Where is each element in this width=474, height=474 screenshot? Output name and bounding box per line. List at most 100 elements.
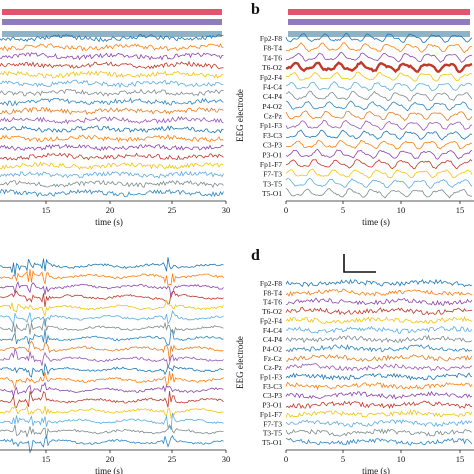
channel-label: P3-O1: [262, 401, 282, 410]
eeg-trace: [285, 316, 473, 325]
x-tick-label: 0: [284, 205, 288, 215]
eeg-trace: [285, 400, 473, 410]
x-tick-label: 20: [106, 454, 115, 464]
x-axis-label: time (s): [95, 466, 123, 474]
x-tick-label: 15: [456, 454, 465, 464]
eeg-trace: [0, 405, 224, 420]
channel-label: T5-O1: [262, 189, 282, 198]
annotation-bar: [288, 9, 470, 15]
eeg-trace: [0, 52, 224, 61]
eeg-trace: [285, 51, 473, 63]
panel-a: 15 20 25 30 time (s): [0, 9, 230, 227]
eeg-trace: [285, 428, 473, 437]
eeg-trace: [285, 344, 473, 353]
eeg-trace: [0, 152, 224, 161]
eeg-trace: [285, 81, 473, 92]
eeg-trace: [285, 90, 473, 102]
eeg-trace: [285, 110, 473, 122]
eeg-trace: [0, 97, 224, 107]
eeg-trace: [0, 43, 224, 52]
eeg-trace: [285, 390, 473, 400]
eeg-trace: [0, 413, 224, 430]
channel-label: P3-O1: [262, 150, 282, 159]
annotation-bar: [2, 19, 222, 25]
channel-label: F8-T4: [263, 44, 282, 53]
channel-label: F3-C3: [263, 131, 282, 140]
x-tick-label: 30: [222, 205, 231, 215]
eeg-trace: [0, 143, 224, 152]
channel-label: P4-O2: [262, 102, 282, 111]
eeg-trace: [0, 340, 224, 362]
eeg-trace: [0, 310, 224, 327]
eeg-trace: [0, 133, 224, 143]
channel-label: Cz-Pz: [264, 112, 283, 121]
channel-label: T3-T5: [263, 429, 282, 438]
x-tick-label: 5: [341, 454, 345, 464]
channel-label: T3-T5: [263, 179, 282, 188]
eeg-trace: [285, 437, 473, 446]
panel-letter: b: [251, 1, 260, 18]
channel-label: Fp1-F7: [260, 160, 282, 169]
x-tick-label: 30: [222, 454, 231, 464]
eeg-trace: [285, 353, 473, 363]
eeg-trace: [0, 424, 224, 439]
channel-label: Fz-Cz: [264, 354, 283, 363]
eeg-trace: [0, 317, 224, 335]
annotation-bar: [2, 9, 222, 15]
channel-label: F3-C3: [263, 382, 282, 391]
channel-label: C3-P3: [263, 391, 282, 400]
x-tick-label: 20: [106, 205, 115, 215]
eeg-trace: [285, 168, 473, 179]
channel-label: F4-C4: [263, 82, 282, 91]
eeg-trace: [285, 100, 473, 112]
annotation-bar: [288, 31, 470, 37]
x-axis-label: time (s): [362, 466, 390, 474]
eeg-trace: [285, 419, 473, 428]
x-tick-label: 15: [456, 205, 465, 215]
eeg-trace: [285, 288, 473, 297]
eeg-trace: [0, 390, 224, 408]
eeg-trace: [0, 280, 224, 298]
eeg-trace: [0, 116, 224, 125]
x-tick-label: 25: [168, 205, 177, 215]
eeg-trace: [0, 88, 224, 97]
x-tick-label: 5: [341, 205, 345, 215]
eeg-trace: [0, 70, 224, 79]
eeg-trace: [0, 257, 224, 276]
eeg-trace: [285, 297, 473, 306]
annotation-bar: [2, 31, 222, 37]
channel-label: Cz-Pz: [264, 363, 283, 372]
eeg-trace: [0, 188, 224, 198]
eeg-trace: [285, 42, 473, 54]
eeg-trace: [0, 33, 224, 43]
panel-letter: d: [251, 247, 260, 264]
eeg-trace: [285, 119, 473, 131]
eeg-trace: [285, 278, 473, 288]
eeg-trace: [285, 177, 473, 189]
channel-label: T6-O2: [262, 307, 282, 316]
y-axis-label: EEG electrode: [235, 336, 245, 389]
eeg-trace: [285, 32, 473, 43]
panel-c: 15 20 25 30 time (s): [0, 257, 230, 474]
channel-label: Fp2-F8: [260, 279, 282, 288]
x-tick-label: 0: [284, 454, 288, 464]
scale-bar: [343, 254, 376, 273]
channel-label: C4-P4: [263, 335, 282, 344]
channel-label: T4-T6: [263, 53, 282, 62]
eeg-trace: [285, 148, 473, 160]
annotation-bar: [288, 19, 470, 25]
eeg-trace: [0, 371, 224, 390]
eeg-trace: [0, 179, 224, 189]
channel-label: Fp1-F3: [260, 373, 282, 382]
eeg-trace: [285, 409, 473, 418]
eeg-trace: [285, 307, 473, 316]
eeg-trace: [0, 106, 224, 116]
eeg-trace: [285, 187, 473, 199]
channel-label: T5-O1: [262, 438, 282, 447]
x-tick-label: 15: [42, 454, 51, 464]
eeg-trace: [0, 290, 224, 308]
x-tick-label: 25: [168, 454, 177, 464]
eeg-trace: [0, 381, 224, 397]
eeg-trace: [285, 381, 473, 390]
